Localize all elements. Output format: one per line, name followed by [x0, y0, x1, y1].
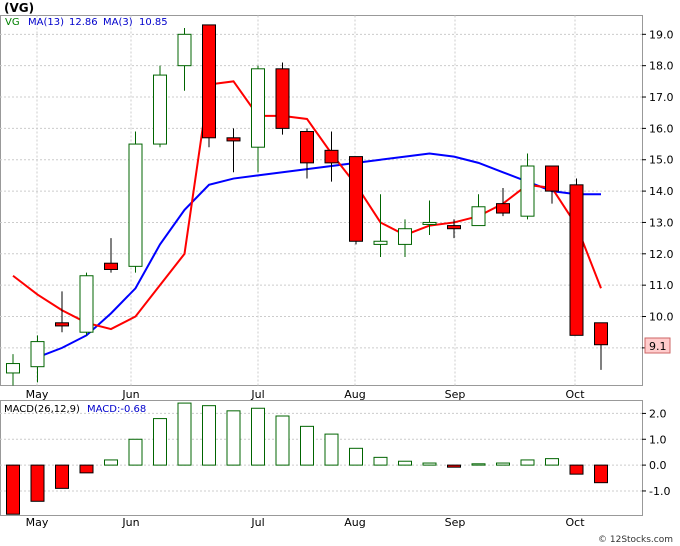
candle-body — [104, 262, 118, 270]
macd-bar — [447, 464, 461, 468]
candle-body — [275, 68, 290, 129]
candle-body — [251, 68, 265, 148]
macd-bar — [226, 410, 241, 466]
macd-bar — [398, 460, 412, 466]
price-y-tick-label: 19.0 — [649, 28, 674, 41]
price-panel — [0, 15, 643, 386]
macd-x-tick-label: Jul — [250, 516, 264, 529]
macd-bar — [496, 462, 510, 466]
macd-y-tick-label: 0.0 — [649, 459, 667, 472]
price-y-tick-label: 16.0 — [649, 122, 674, 135]
price-y-axis: 19.0 18.0 17.0 16.0 15.0 14.0 13.0 12.0 11.0 10.0… — [642, 28, 674, 355]
price-y-tick-label: 15.0 — [649, 154, 674, 167]
candle-body — [30, 341, 45, 368]
candle-body — [79, 275, 94, 333]
macd-x-tick-label: May — [26, 516, 49, 529]
macd-bar — [128, 438, 143, 466]
ma13-line — [37, 152, 601, 359]
macd-bar — [104, 459, 118, 466]
price-x-tick-label: Jul — [250, 388, 264, 401]
macd-x-tick-label: Aug — [344, 516, 365, 529]
macd-bar — [275, 415, 290, 466]
candle-body — [422, 221, 437, 225]
candle-body — [6, 363, 20, 374]
legend-ma3-value: 10.85 — [139, 17, 168, 28]
price-y-tick-label: 13.0 — [649, 216, 674, 229]
candle-body — [202, 24, 216, 139]
last-price-label: 9.1 — [649, 340, 667, 353]
macd-y-axis: 2.0 1.0 0.0 -1.0 — [642, 407, 670, 498]
macd-y-tick-label: 1.0 — [649, 433, 667, 446]
legend-ma13-value: 12.86 — [69, 17, 98, 28]
candle-body — [128, 143, 143, 267]
macd-value-label: MACD:-0.68 — [87, 404, 146, 415]
macd-bar — [373, 456, 388, 466]
macd-bar — [324, 433, 339, 466]
legend-ma13-label: MA(13) — [28, 17, 64, 28]
macd-label: MACD(26,12,9) — [4, 404, 80, 415]
price-y-tick-label: 11.0 — [649, 279, 674, 292]
price-x-tick-label: Aug — [344, 388, 365, 401]
macd-bar — [55, 464, 69, 489]
macd-x-axis: May Jun Jul Aug Sep Oct — [26, 516, 586, 529]
candle-body — [471, 206, 486, 227]
candle-body — [349, 156, 363, 242]
candle-body — [398, 228, 412, 245]
macd-bar — [422, 462, 437, 466]
price-x-tick-label: Oct — [565, 388, 585, 401]
price-y-tick-label: 18.0 — [649, 60, 674, 73]
candle-body — [300, 131, 314, 164]
candle-body — [226, 137, 241, 142]
macd-bars — [6, 402, 608, 515]
macd-bar — [6, 464, 20, 515]
candle-body — [496, 203, 510, 214]
macd-bar — [471, 463, 486, 466]
candle-body — [594, 322, 608, 346]
candle-body — [153, 74, 167, 145]
macd-y-tick-label: 2.0 — [649, 407, 667, 420]
macd-bar — [30, 464, 45, 502]
macd-bar — [349, 447, 363, 466]
macd-bar — [594, 464, 608, 484]
macd-bar — [545, 458, 559, 466]
macd-x-tick-label: Sep — [445, 516, 466, 529]
macd-bar — [520, 459, 535, 466]
candle-body — [373, 240, 388, 245]
candle-body — [545, 165, 559, 192]
price-y-tick-label: 10.0 — [649, 311, 674, 324]
candle-body — [55, 322, 69, 327]
macd-panel — [0, 400, 643, 516]
macd-bar — [79, 464, 94, 474]
candle-body — [324, 149, 339, 164]
macd-bar — [177, 402, 192, 466]
last-price-badge — [644, 337, 671, 354]
macd-bar — [153, 418, 167, 466]
candle-body — [569, 184, 584, 336]
legend-ticker: VG — [5, 17, 20, 28]
macd-y-tick-label: -1.0 — [649, 485, 670, 498]
price-y-tick-label: 12.0 — [649, 248, 674, 261]
macd-bar — [251, 407, 265, 466]
macd-grid — [0, 412, 642, 492]
price-x-tick-label: May — [26, 388, 49, 401]
price-x-tick-label: Sep — [445, 388, 466, 401]
price-y-tick-label: 14.0 — [649, 185, 674, 198]
macd-bar — [300, 425, 314, 466]
watermark: © 12Stocks.com — [598, 535, 673, 545]
candle-body — [520, 165, 535, 217]
macd-bar — [202, 405, 216, 466]
macd-x-tick-label: Oct — [565, 516, 585, 529]
macd-x-tick-label: Jun — [121, 516, 139, 529]
legend-ma3-label: MA(3) — [103, 17, 133, 28]
price-x-axis: May Jun Jul Aug Sep Oct — [26, 388, 586, 401]
chart-symbol: (VG) — [4, 1, 34, 15]
candlesticks — [6, 24, 608, 386]
macd-bar — [569, 464, 584, 475]
candle-body — [447, 225, 461, 230]
candle-body — [177, 33, 192, 67]
price-y-tick-label: 17.0 — [649, 91, 674, 104]
price-x-tick-label: Jun — [121, 388, 139, 401]
